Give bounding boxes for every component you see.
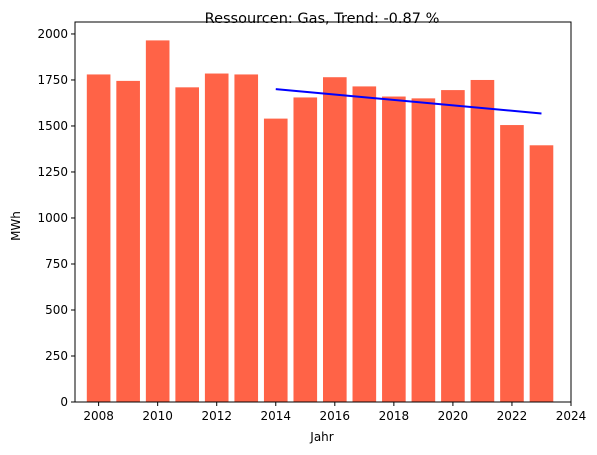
y-tick-label-250: 250 [45, 349, 68, 363]
y-axis-label: MWh [9, 211, 23, 241]
y-tick-label-1250: 1250 [37, 165, 68, 179]
bar-2023 [530, 145, 554, 402]
bar-2017 [353, 86, 377, 402]
y-tick-label-1500: 1500 [37, 119, 68, 133]
bar-2011 [175, 87, 199, 402]
bar-2021 [471, 80, 495, 402]
y-tick-label-2000: 2000 [37, 27, 68, 41]
x-tick-label-2014: 2014 [260, 409, 291, 423]
x-tick-label-2008: 2008 [83, 409, 114, 423]
x-tick-label-2018: 2018 [379, 409, 410, 423]
y-axis-ticks: 0 250 500 750 1000 1250 1500 1750 2000 [37, 27, 75, 409]
bar-2015 [293, 97, 317, 402]
x-axis-label: Jahr [309, 430, 333, 444]
x-tick-label-2024: 2024 [556, 409, 587, 423]
y-tick-label-500: 500 [45, 303, 68, 317]
bar-2022 [500, 125, 524, 402]
bar-2010 [146, 40, 170, 402]
bar-2014 [264, 119, 288, 402]
y-tick-label-1750: 1750 [37, 73, 68, 87]
x-tick-label-2020: 2020 [438, 409, 469, 423]
x-tick-label-2012: 2012 [201, 409, 232, 423]
chart-title: Ressourcen: Gas, Trend: -0.87 % [205, 11, 440, 27]
bar-2009 [116, 81, 140, 402]
bar-2016 [323, 77, 347, 402]
x-tick-label-2016: 2016 [320, 409, 351, 423]
y-tick-label-0: 0 [60, 395, 68, 409]
bar-2012 [205, 74, 229, 402]
x-tick-label-2010: 2010 [142, 409, 173, 423]
bar-2019 [412, 98, 436, 402]
bar-2008 [87, 74, 111, 402]
bar-2020 [441, 90, 465, 402]
bars-layer [87, 40, 553, 402]
bar-2013 [234, 74, 258, 402]
y-tick-label-1000: 1000 [37, 211, 68, 225]
x-tick-label-2022: 2022 [497, 409, 528, 423]
x-axis-ticks: 2008 2010 2012 2014 2016 2018 2020 2022 2024 [83, 402, 586, 423]
y-tick-label-750: 750 [45, 257, 68, 271]
bar-2018 [382, 97, 406, 402]
